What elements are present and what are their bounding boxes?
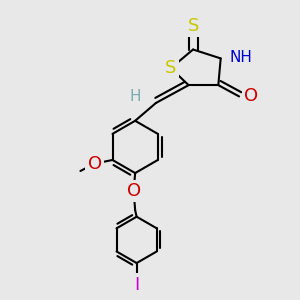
Text: I: I bbox=[134, 275, 139, 293]
Text: H: H bbox=[130, 89, 142, 104]
Text: O: O bbox=[127, 182, 141, 200]
Text: O: O bbox=[88, 154, 102, 172]
Text: NH: NH bbox=[229, 50, 252, 65]
Text: S: S bbox=[188, 17, 199, 35]
Text: O: O bbox=[244, 87, 259, 105]
Text: S: S bbox=[165, 59, 176, 77]
